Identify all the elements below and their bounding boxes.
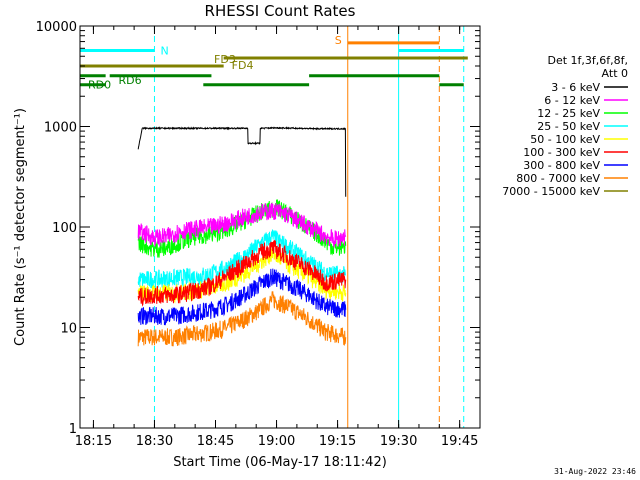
annotation-label: FD4 (232, 59, 254, 72)
x-tick-label: 18:45 (197, 434, 234, 449)
series-line (137, 126, 347, 197)
y-tick-label: 1000 (44, 121, 77, 136)
series-line (137, 239, 347, 307)
legend-entry-label: 25 - 50 keV (537, 120, 600, 133)
legend-entry-label: 6 - 12 keV (544, 94, 600, 107)
series-line (137, 268, 347, 326)
series-line (137, 291, 347, 347)
y-axis-label: Count Rate (s⁻¹ detector segment⁻¹) (13, 108, 28, 346)
y-tick-label: 10000 (36, 20, 77, 35)
legend-entry-label: 100 - 300 keV (523, 146, 600, 159)
series-layer (137, 126, 347, 347)
legend-entry-label: 7000 - 15000 keV (502, 185, 600, 198)
x-axis-label: Start Time (06-May-17 18:11:42) (173, 455, 387, 470)
series-line (137, 244, 347, 304)
x-tick-label: 18:15 (75, 434, 112, 449)
legend-header-line-1: Det 1f,3f,6f,8f, (547, 54, 628, 67)
footer-timestamp: 31-Aug-2022 23:46 (554, 467, 636, 476)
x-axis: 18:15 18:30 18:45 19:00 19:15 19:30 19:45 (75, 26, 481, 449)
annotation-label: N (160, 45, 168, 58)
y-tick-label: 10 (60, 322, 77, 337)
x-tick-label: 18:30 (136, 434, 173, 449)
y-tick-label: 1 (69, 422, 77, 437)
y-tick-label: 100 (52, 221, 77, 236)
legend-entry-label: 12 - 25 keV (537, 107, 600, 120)
legend-entry-label: 300 - 800 keV (523, 159, 600, 172)
series-line (137, 202, 347, 248)
legend-entry-label: 3 - 6 keV (551, 81, 600, 94)
annotation-layer: NSFD3FD4RD0RD6 (79, 26, 468, 428)
x-tick-label: 19:30 (380, 434, 417, 449)
legend-entry-label: 50 - 100 keV (530, 133, 600, 146)
legend-header-line-2: Att 0 (602, 67, 628, 80)
legend-entry-label: 800 - 7000 keV (516, 172, 600, 185)
x-tick-label: 19:15 (319, 434, 356, 449)
series-line (137, 229, 347, 289)
x-tick-label: 19:45 (441, 434, 478, 449)
x-tick-label: 19:00 (258, 434, 295, 449)
chart-title: RHESSI Count Rates (205, 2, 356, 20)
y-axis: 1 10 100 1000 10000 (36, 20, 480, 437)
annotation-label: RD6 (118, 74, 141, 87)
annotation-label: S (335, 34, 342, 47)
